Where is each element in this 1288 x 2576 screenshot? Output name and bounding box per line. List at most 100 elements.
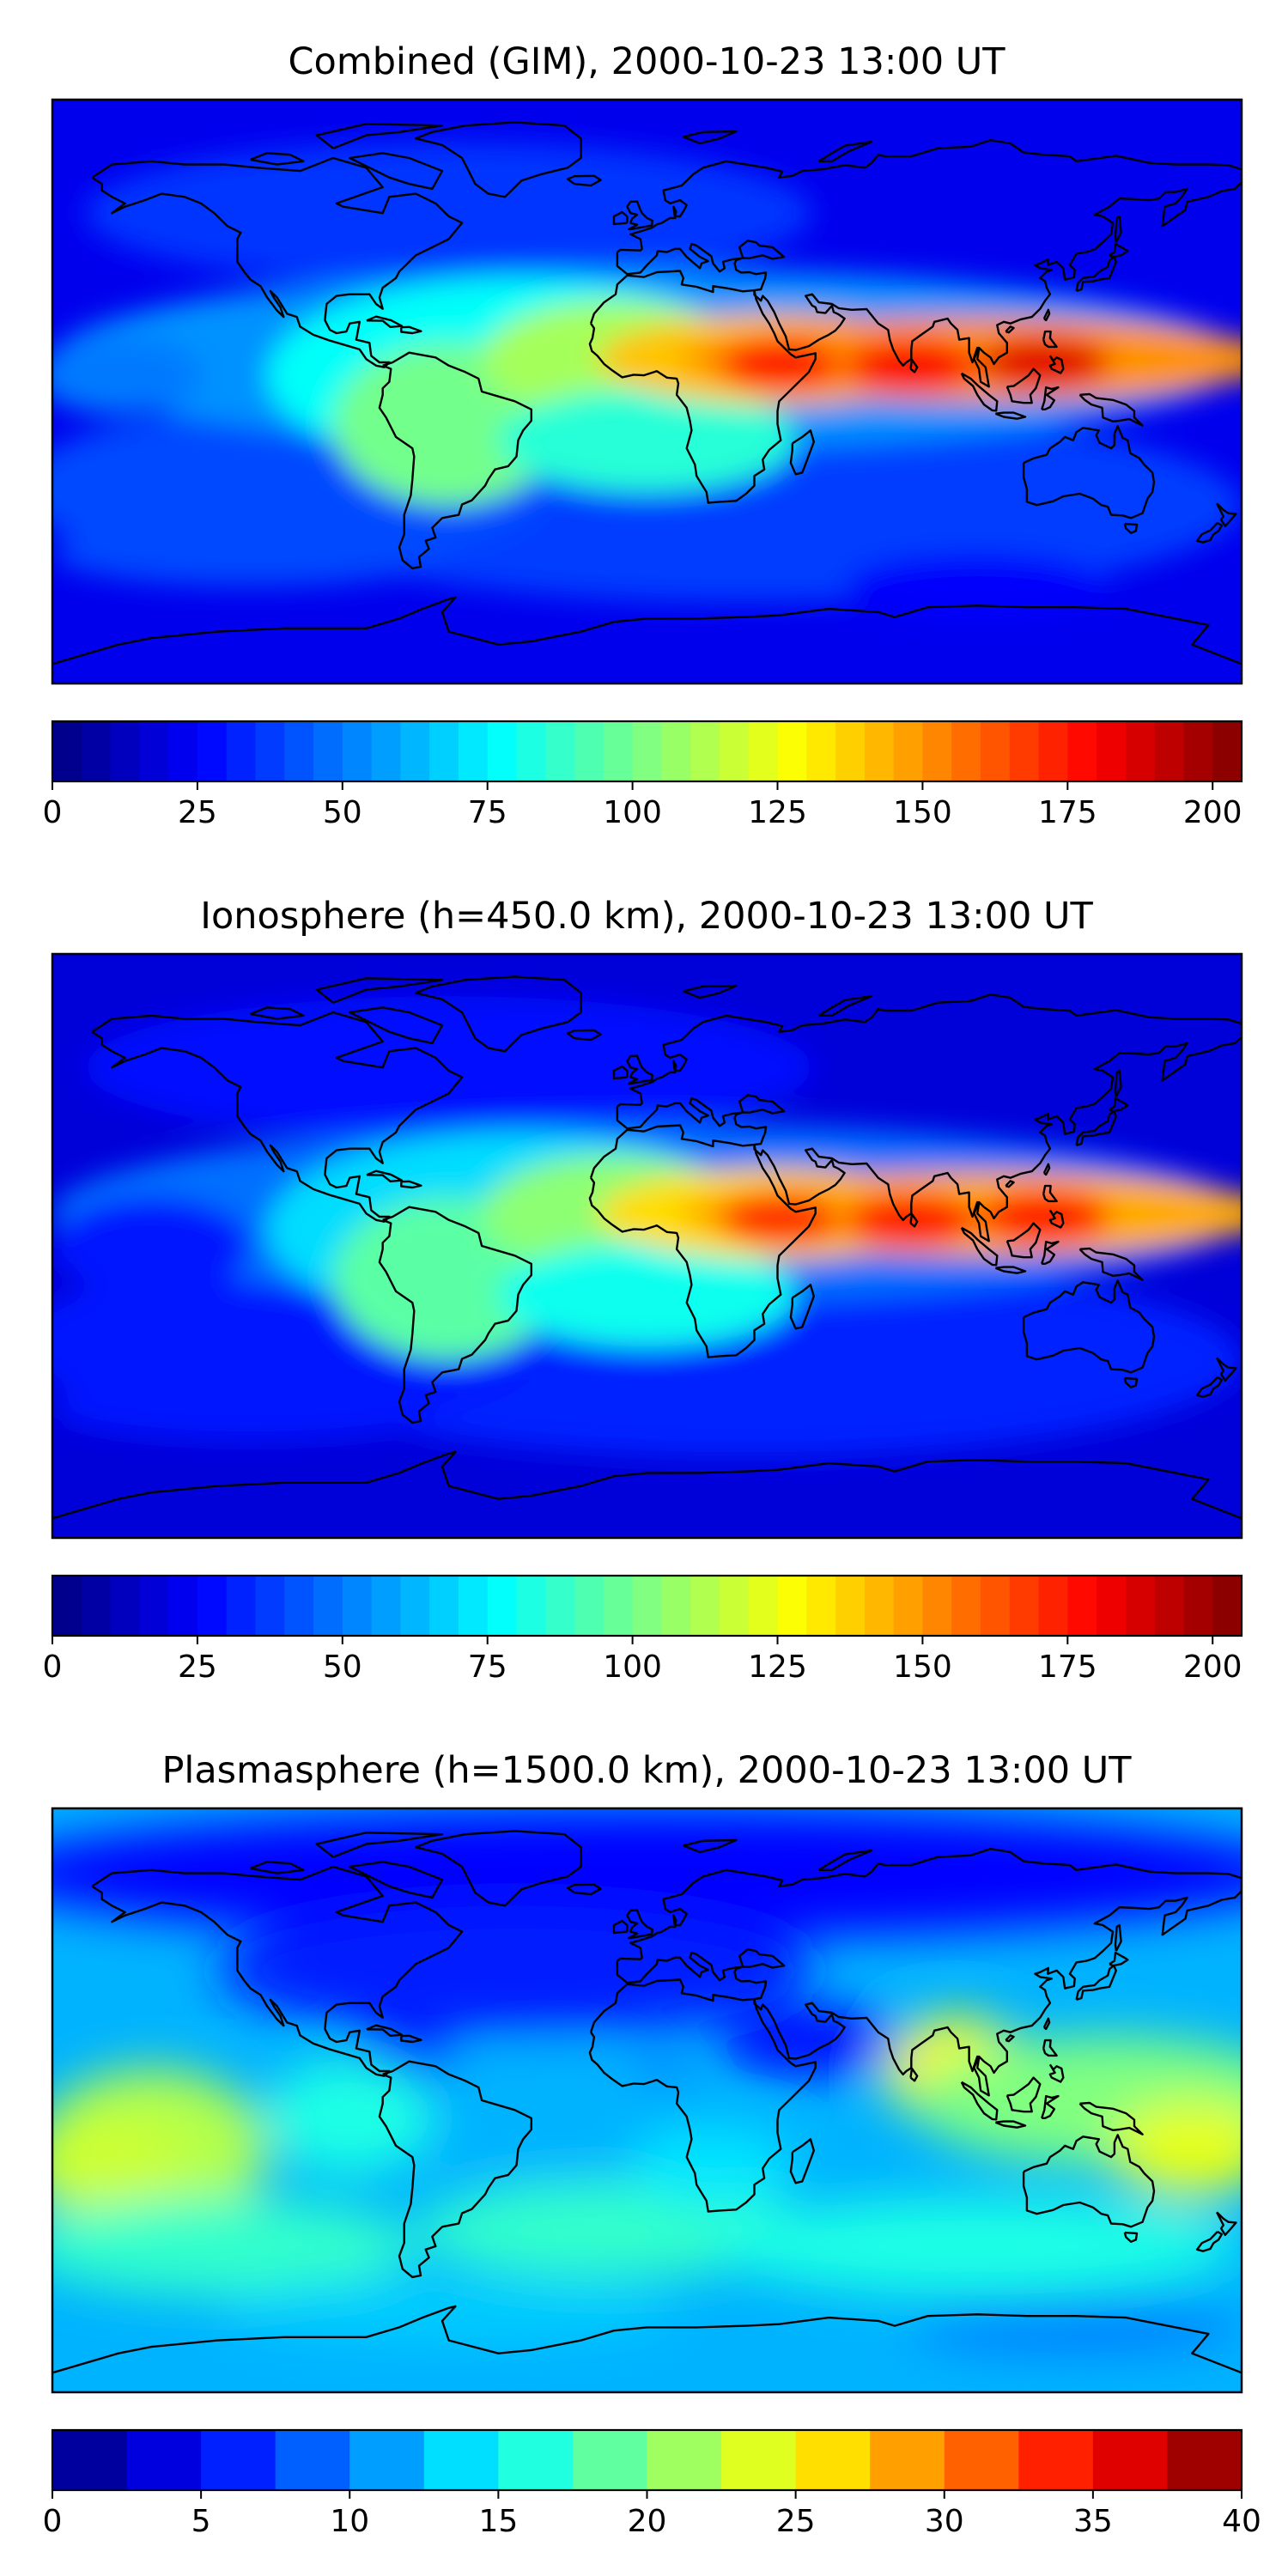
coastline xyxy=(400,325,422,335)
colorbar-plasmasphere: 0 5 10 15 20 25 30 35 40 xyxy=(43,2428,1261,2539)
field-region xyxy=(977,336,1110,389)
field-region xyxy=(1109,2100,1242,2198)
colorbar-level xyxy=(721,2430,797,2490)
coastline xyxy=(1041,386,1060,410)
panel-title: Ionosphere (h=450.0 km), 2000-10-23 13:0… xyxy=(200,895,1093,938)
coastline xyxy=(1075,1110,1117,1147)
colorbar-level xyxy=(690,721,720,781)
coastline xyxy=(1109,1097,1129,1113)
coastline xyxy=(626,1909,653,1940)
colorbar-level xyxy=(1009,721,1040,781)
coastline xyxy=(91,156,464,368)
colorbar-level xyxy=(1212,1576,1242,1636)
coastline xyxy=(789,2138,815,2184)
coastline xyxy=(616,1848,1242,2097)
colorbar-level xyxy=(1212,721,1242,781)
coastline xyxy=(366,2024,404,2037)
coastline xyxy=(415,121,582,198)
colorbar-tick-label: 175 xyxy=(1038,1649,1097,1685)
colorbar-tick-label: 200 xyxy=(1183,1649,1242,1685)
colorbar-level xyxy=(893,1576,924,1636)
coastline xyxy=(616,993,1242,1242)
colorbar-level xyxy=(168,1576,198,1636)
colorbar-level xyxy=(864,721,895,781)
colorbar-level xyxy=(944,2430,1019,2490)
coastline xyxy=(616,139,1242,388)
coastline xyxy=(817,994,873,1017)
coastline xyxy=(612,1065,629,1080)
colorbar-tick-label: 15 xyxy=(478,2504,518,2539)
colorbar-level xyxy=(632,721,662,781)
coastline xyxy=(1042,1163,1051,1176)
colorbar-tick-label: 100 xyxy=(603,1649,662,1685)
colorbar-tick-label: 25 xyxy=(178,1649,217,1685)
coastline xyxy=(349,152,444,191)
colorbar-tick-label: 50 xyxy=(323,1649,362,1685)
panel-plasmasphere: Plasmasphere (h=1500.0 km), 2000-10-23 1… xyxy=(43,1749,1261,2539)
coastline xyxy=(1216,1357,1237,1382)
colorbar-level xyxy=(284,721,314,781)
coastlines xyxy=(52,1830,1242,2374)
colorbar-level xyxy=(342,721,373,781)
colorbar-frame xyxy=(51,1574,1243,1637)
field-region xyxy=(217,2278,680,2344)
colorbar-tick-label: 75 xyxy=(468,795,507,830)
colorbar-level xyxy=(1154,1576,1185,1636)
field-region xyxy=(85,142,812,285)
colorbar-level xyxy=(487,1576,518,1636)
colorbar-level xyxy=(255,1576,285,1636)
coastline xyxy=(1005,368,1042,404)
colorbar-level xyxy=(487,721,518,781)
colorbar-tick-label: 5 xyxy=(191,2504,211,2539)
coastline xyxy=(588,1978,817,2213)
coastline xyxy=(1005,1222,1042,1259)
colorbar-level xyxy=(197,721,228,781)
colorbar-level xyxy=(458,721,489,781)
panel-ionosphere: Ionosphere (h=450.0 km), 2000-10-23 13:0… xyxy=(43,895,1243,1685)
colorbar-tick-label: 150 xyxy=(893,795,952,830)
coastline xyxy=(1075,1965,1117,2002)
coastline xyxy=(683,130,738,145)
colorbar-level xyxy=(52,721,82,781)
colorbar-tick-label: 125 xyxy=(748,1649,807,1685)
field-region xyxy=(52,336,202,415)
colorbar-level xyxy=(806,1576,836,1636)
coastline xyxy=(612,1919,629,1935)
coastline xyxy=(567,1029,602,1042)
coastline xyxy=(1075,256,1117,293)
colorbar-level xyxy=(516,1576,546,1636)
colorbar-ionosphere: 0 25 50 75 100 125 150 175 200 xyxy=(43,1574,1243,1685)
colorbar-level xyxy=(864,1576,895,1636)
coastline xyxy=(1042,330,1058,349)
coastline xyxy=(909,1212,919,1228)
colorbar-level xyxy=(429,721,459,781)
colorbar-level xyxy=(284,1576,314,1636)
coastline xyxy=(1042,1184,1058,1203)
colorbar-level xyxy=(1097,1576,1127,1636)
colorbar-tick-label: 25 xyxy=(178,795,217,830)
colorbar-level xyxy=(81,1576,112,1636)
colorbar-level xyxy=(139,1576,169,1636)
coastline xyxy=(683,984,738,999)
coastline xyxy=(994,411,1027,420)
colorbar-level xyxy=(777,1576,807,1636)
colorbar-level xyxy=(748,1576,779,1636)
colorbar-tick-label: 20 xyxy=(628,2504,667,2539)
coastline xyxy=(378,351,532,570)
coastline xyxy=(1123,522,1139,534)
coastline xyxy=(1022,2134,1156,2228)
colorbar-level xyxy=(603,1576,634,1636)
colorbar-level xyxy=(81,721,112,781)
coastlines xyxy=(52,975,1242,1520)
coastline xyxy=(567,174,602,187)
colorbar-level xyxy=(52,1576,82,1636)
coastline xyxy=(1114,1923,1122,1952)
coastline xyxy=(909,358,919,374)
colorbar-level xyxy=(1067,1576,1097,1636)
coastline xyxy=(366,1170,404,1182)
coastline xyxy=(366,315,404,328)
colorbar-level xyxy=(1092,2430,1169,2490)
coastline xyxy=(1005,2034,1015,2043)
coastline xyxy=(1048,1209,1065,1229)
colorbar-level xyxy=(835,721,866,781)
